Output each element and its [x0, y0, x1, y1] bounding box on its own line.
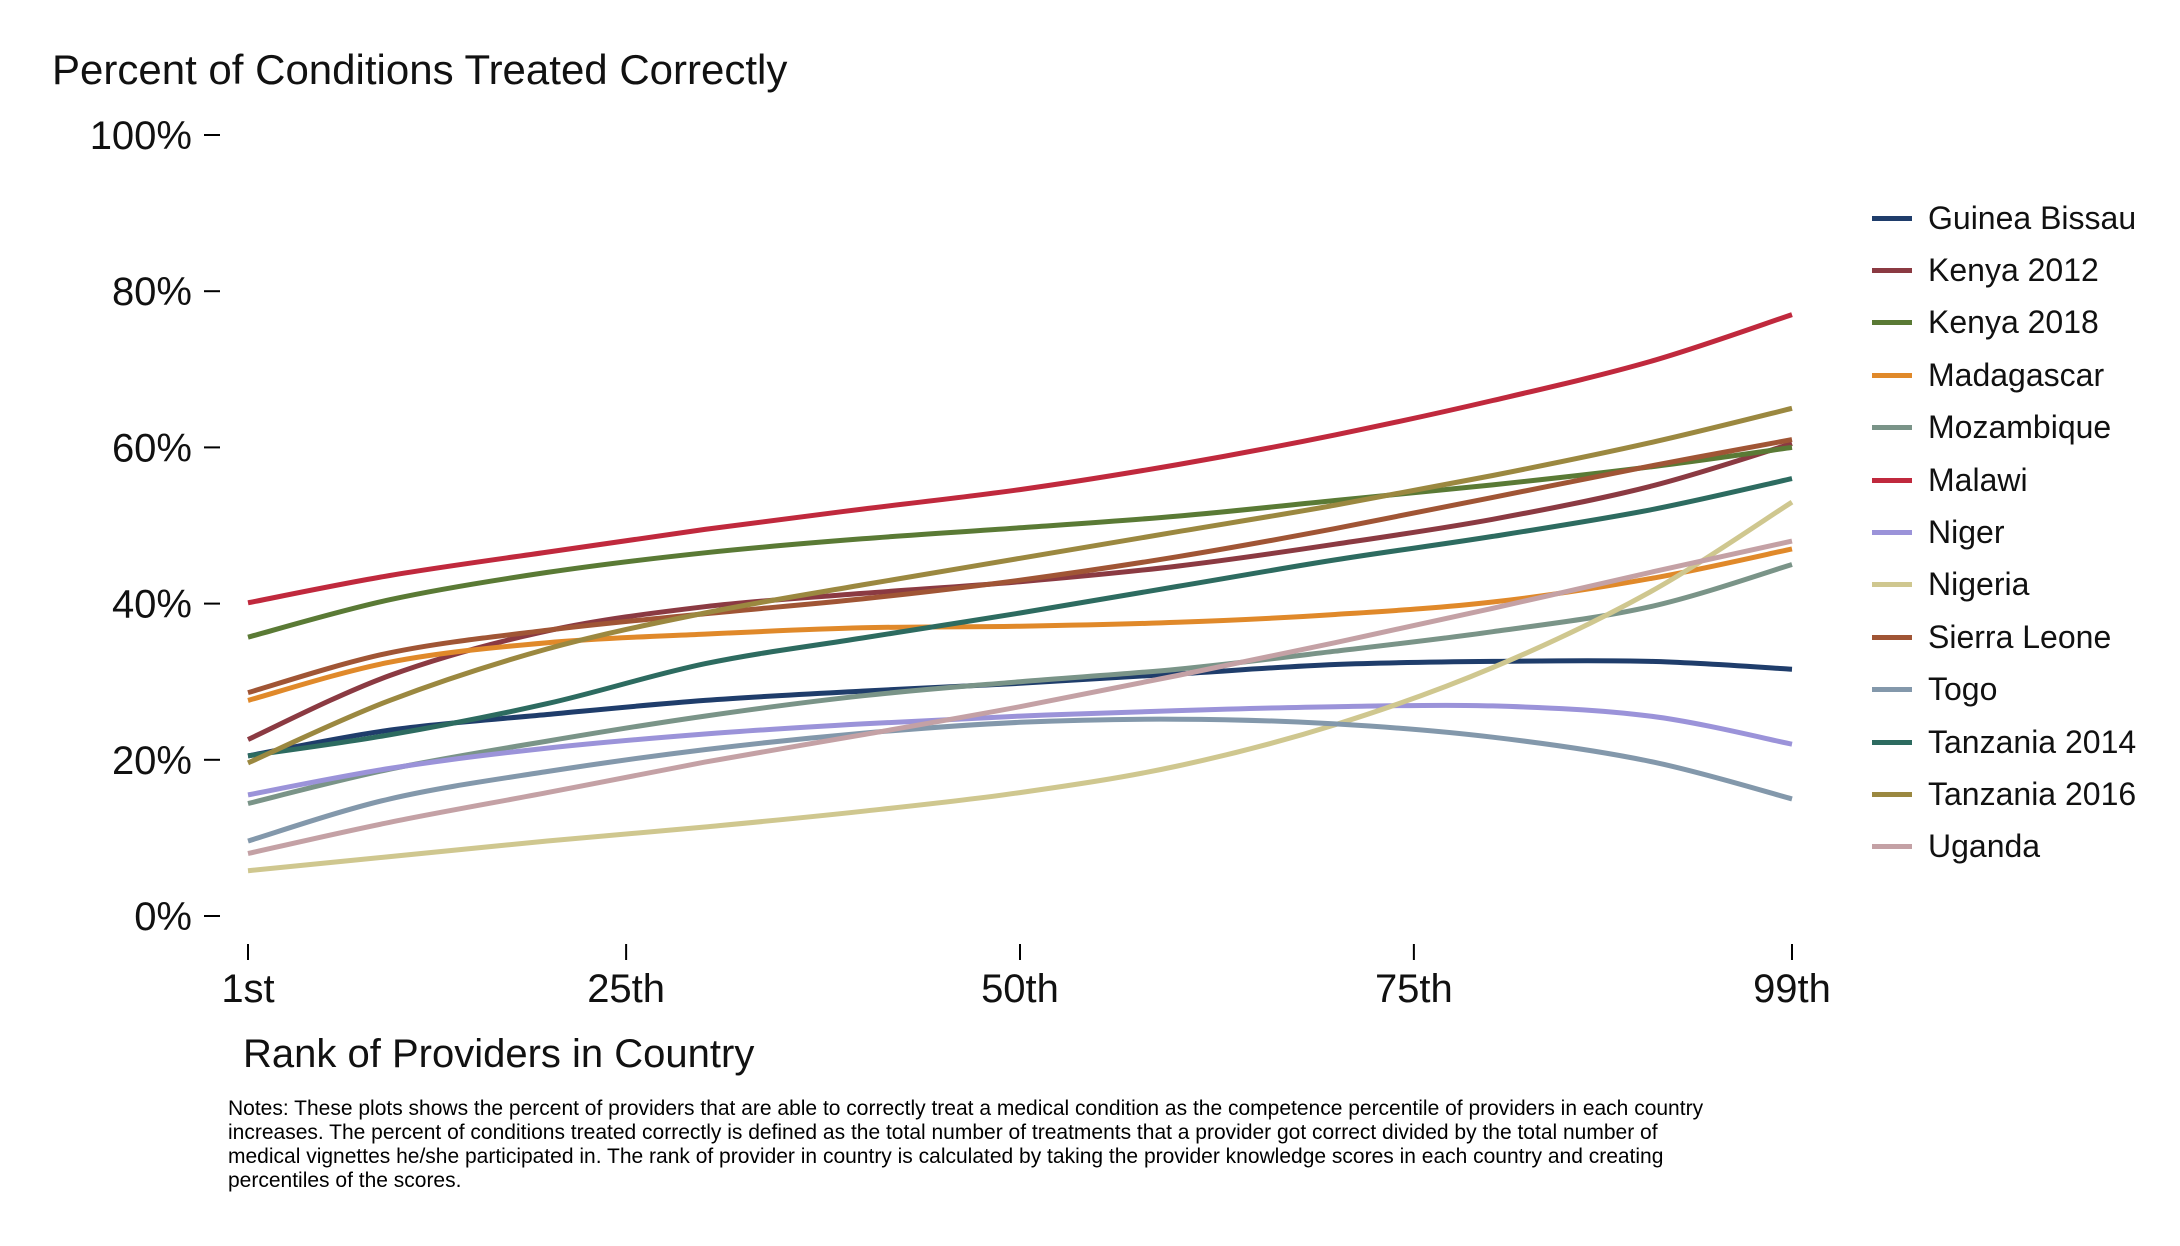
series-line-kenya-2018: [247, 444, 1793, 640]
y-tick-label: 20%: [112, 739, 192, 783]
series-line-togo: [247, 716, 1793, 844]
legend-swatch: [1872, 425, 1912, 431]
legend-label: Niger: [1928, 514, 2005, 551]
series-line-niger: [247, 702, 1793, 798]
y-tick-label: 40%: [112, 583, 192, 627]
legend-swatch: [1872, 739, 1912, 745]
legend-item-mozambique: Mozambique: [1872, 402, 2136, 454]
series-line-uganda: [247, 538, 1793, 856]
legend-item-madagascar: Madagascar: [1872, 349, 2136, 401]
legend-item-uganda: Uganda: [1872, 821, 2136, 873]
legend: Guinea Bissau Kenya 2012 Kenya 2018 Madagas…: [1872, 192, 2136, 873]
legend-label: Sierra Leone: [1928, 618, 2112, 655]
legend-label: Uganda: [1928, 828, 2041, 865]
series-line-tanzania-2014: [247, 476, 1793, 759]
legend-item-tanzania-2016: Tanzania 2016: [1872, 768, 2136, 820]
y-tick-label: 100%: [90, 114, 192, 158]
x-tick-label: 25th: [587, 967, 665, 1011]
x-tick-label: 75th: [1375, 967, 1453, 1011]
legend-swatch: [1872, 530, 1912, 536]
x-tick-label: 1st: [221, 967, 274, 1011]
legend-label: Tanzania 2016: [1928, 775, 2137, 812]
legend-label: Guinea Bissau: [1928, 199, 2137, 236]
y-tick-label: 80%: [112, 270, 192, 314]
legend-label: Malawi: [1928, 461, 2028, 498]
legend-swatch: [1872, 844, 1912, 850]
series-line-tanzania-2016: [246, 405, 1793, 766]
series-line-malawi: [247, 312, 1793, 606]
legend-swatch: [1872, 687, 1912, 693]
legend-item-sierra-leone: Sierra Leone: [1872, 611, 2136, 663]
legend-swatch: [1872, 791, 1912, 797]
legend-label: Madagascar: [1928, 356, 2105, 393]
legend-swatch: [1872, 215, 1912, 221]
legend-swatch: [1872, 477, 1912, 483]
legend-item-niger: Niger: [1872, 506, 2136, 558]
series-line-sierra-leone: [247, 437, 1793, 696]
legend-swatch: [1872, 634, 1912, 640]
legend-item-nigeria: Nigeria: [1872, 559, 2136, 611]
y-axis-title: Percent of Conditions Treated Correctly: [52, 46, 788, 93]
x-tick-label: 50th: [981, 967, 1059, 1011]
x-axis-title: Rank of Providers in Country: [243, 1032, 755, 1076]
legend-item-malawi: Malawi: [1872, 454, 2136, 506]
legend-label: Kenya 2012: [1928, 252, 2099, 289]
legend-label: Tanzania 2014: [1928, 723, 2137, 760]
chart-notes: Notes: These plots shows the percent of …: [228, 1097, 1704, 1192]
series-line-nigeria: [247, 499, 1794, 874]
legend-swatch: [1872, 582, 1912, 588]
legend-item-kenya-2018: Kenya 2018: [1872, 297, 2136, 349]
y-tick-label: 60%: [112, 426, 192, 470]
legend-label: Mozambique: [1928, 409, 2112, 446]
legend-label: Kenya 2018: [1928, 304, 2099, 341]
x-tick-label: 99th: [1753, 967, 1831, 1011]
legend-item-togo: Togo: [1872, 664, 2136, 716]
series-lines: [246, 312, 1794, 874]
legend-swatch: [1872, 268, 1912, 274]
axes: 0% 20% 40% 60% 80% 100% 1st 25th 50th 75th 99th: [90, 114, 1831, 1011]
series-line-mozambique: [247, 562, 1793, 806]
y-tick-label: 0%: [134, 895, 192, 939]
legend-item-kenya-2012: Kenya 2012: [1872, 244, 2136, 296]
legend-swatch: [1872, 372, 1912, 378]
legend-item-tanzania-2014: Tanzania 2014: [1872, 716, 2136, 768]
legend-label: Togo: [1928, 671, 1998, 708]
legend-item-guinea-bissau: Guinea Bissau: [1872, 192, 2136, 244]
legend-label: Nigeria: [1928, 566, 2030, 603]
legend-swatch: [1872, 320, 1912, 326]
